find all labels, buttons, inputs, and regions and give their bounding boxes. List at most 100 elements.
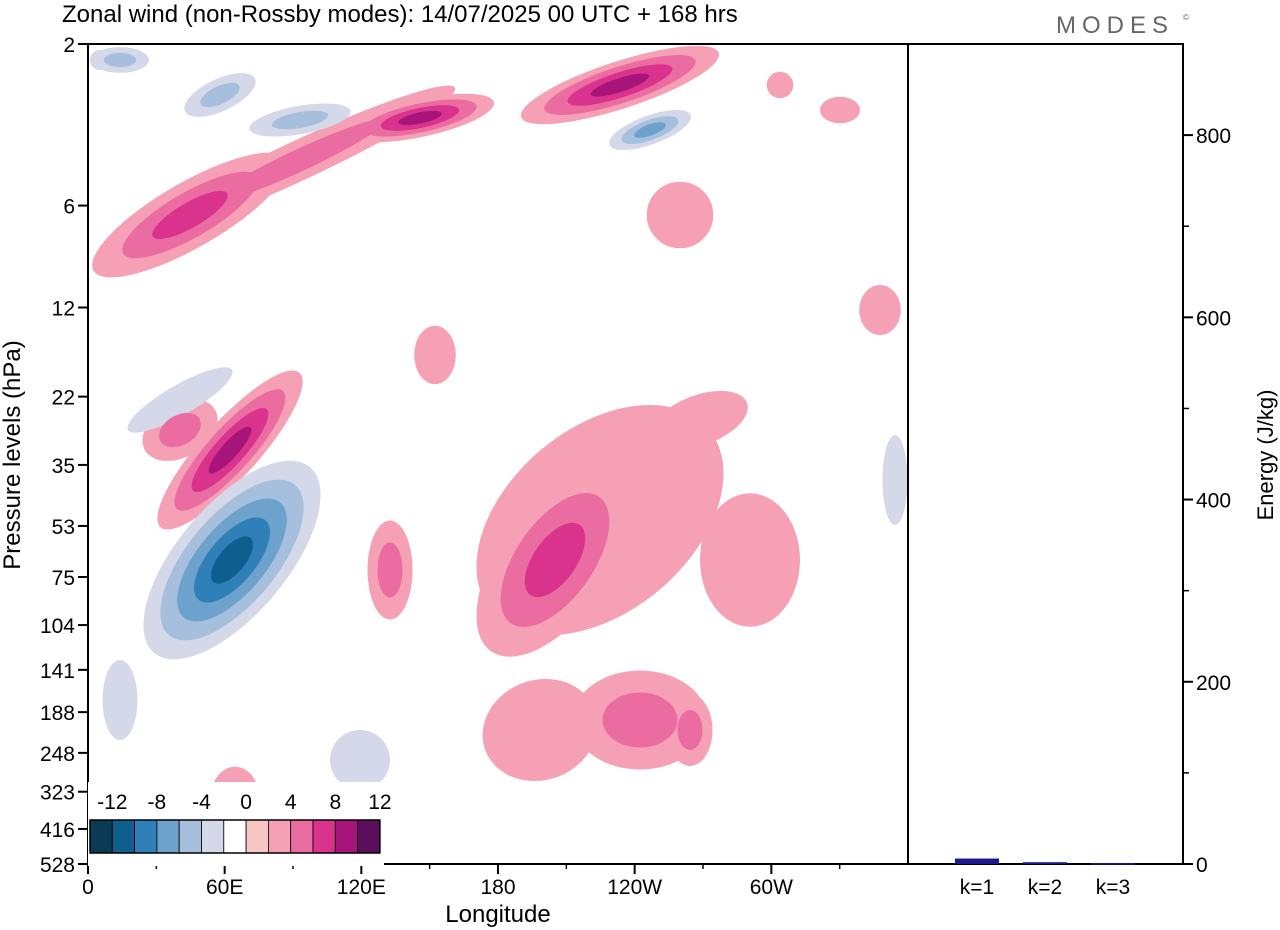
contour-band	[90, 50, 110, 70]
colorbar-cell	[334, 819, 358, 854]
colorbar-label: -4	[192, 791, 211, 814]
colorbar-cell	[312, 819, 336, 854]
x-tick-label: 0	[82, 876, 94, 899]
contour-band	[531, 208, 749, 302]
y-tick-label: 6	[63, 196, 75, 219]
contour-band	[213, 118, 387, 202]
contour-band	[208, 426, 252, 474]
energy-tick-label: 600	[1196, 307, 1231, 330]
contour-band	[307, 424, 413, 516]
energy-category-label: k=2	[1028, 876, 1062, 899]
contour-band	[330, 730, 390, 790]
y-tick-label: 528	[40, 854, 75, 877]
y-tick-label: 53	[52, 516, 75, 539]
contour-band	[677, 710, 703, 750]
y-tick-label: 248	[40, 743, 75, 766]
contour-band	[524, 522, 586, 598]
contour-band	[152, 190, 228, 240]
x-tick-label: 60W	[750, 876, 793, 899]
colorbar-cell	[178, 819, 202, 854]
y-tick-label: 12	[52, 297, 75, 320]
energy-category-label: k=3	[1096, 876, 1130, 899]
contour-band	[820, 96, 860, 124]
y-tick-label: 416	[40, 819, 75, 842]
contour-band	[398, 110, 442, 126]
colorbar-cell	[111, 819, 136, 854]
colorbar-cell	[223, 819, 247, 854]
contour-band	[634, 122, 666, 138]
contour-band	[602, 692, 678, 748]
contour-band	[406, 620, 474, 820]
x-tick-label: 120W	[607, 876, 662, 899]
colorbar-cell	[201, 819, 225, 854]
longitude-axis: 0 60E 120E 180 120W 60W	[82, 864, 841, 899]
colorbar-label: 4	[285, 791, 297, 814]
colorbar-label: -12	[97, 791, 127, 814]
energy-tick-label: 0	[1196, 854, 1208, 877]
x-tick-label: 60E	[206, 876, 243, 899]
colorbar-cell	[156, 819, 180, 854]
colorbar-label: -8	[148, 791, 167, 814]
contour-band	[159, 412, 201, 448]
energy-bar-chart: k=1 k=2 k=3	[955, 858, 1135, 899]
contour-band	[377, 542, 403, 598]
contour-band	[882, 435, 908, 525]
colorbar-label: 8	[329, 791, 341, 814]
energy-tick-label: 800	[1196, 125, 1231, 148]
y-tick-label: 104	[40, 615, 75, 638]
x-tick-label: 120E	[337, 876, 386, 899]
x-tick-label: 180	[480, 876, 515, 899]
contour-band	[210, 536, 254, 584]
energy-bar	[1023, 862, 1067, 864]
colorbar-cell	[245, 819, 269, 854]
colorbar-legend: -12 -8 -4 0 4 8 12	[88, 782, 392, 866]
colorbar-cell	[89, 819, 113, 854]
wind-contour-field	[88, 44, 908, 864]
energy-category-label: k=1	[960, 876, 994, 899]
energy-tick-label: 200	[1196, 672, 1231, 695]
energy-axis-label: Energy (J/kg)	[1253, 390, 1278, 521]
y-axis-label: Pressure levels (hPa)	[0, 340, 26, 569]
contour-band	[766, 71, 794, 99]
contour-band	[414, 325, 456, 385]
pressure-axis: 2 6 12 22 35 53 75 104 141 188 248 323 416 528	[40, 34, 88, 877]
y-tick-label: 35	[52, 455, 75, 478]
colorbar-cell	[357, 819, 381, 854]
colorbar-label: 12	[368, 791, 391, 814]
contour-band	[700, 493, 800, 627]
chart-title: Zonal wind (non-Rossby modes): 14/07/202…	[62, 1, 738, 28]
energy-tick-label: 400	[1196, 490, 1231, 513]
modes-logo-mark: ©	[1183, 13, 1189, 22]
contour-band	[528, 130, 562, 170]
contour-band	[412, 316, 708, 444]
contour-band	[229, 637, 351, 803]
colorbar-cell	[290, 819, 314, 854]
energy-bar	[1091, 863, 1135, 865]
colorbar-cell	[134, 819, 158, 854]
contour-band	[859, 285, 901, 335]
contour-band	[200, 82, 240, 108]
y-tick-label: 323	[40, 782, 75, 805]
contour-band	[646, 181, 714, 249]
energy-frame	[907, 43, 1184, 865]
colorbar-label: 0	[240, 791, 252, 814]
y-tick-label: 22	[52, 387, 75, 410]
y-tick-label: 75	[52, 567, 75, 590]
contour-band	[271, 110, 329, 130]
modes-logo-text: MODES	[1056, 12, 1174, 39]
y-tick-label: 2	[63, 34, 75, 57]
contour-band	[838, 127, 908, 203]
contour-band	[103, 52, 137, 68]
contour-band	[652, 390, 748, 450]
contour-band	[127, 367, 233, 433]
contour-band	[102, 660, 138, 740]
colorbar-outline	[89, 819, 381, 854]
y-tick-label: 141	[40, 660, 75, 683]
energy-axis: 0 200 400 600 800	[1183, 125, 1231, 877]
contour-band	[590, 73, 650, 97]
energy-bar	[955, 858, 999, 864]
modes-logo: MODES ©	[1056, 12, 1189, 39]
y-tick-label: 188	[40, 702, 75, 725]
colorbar-cell	[267, 819, 292, 854]
